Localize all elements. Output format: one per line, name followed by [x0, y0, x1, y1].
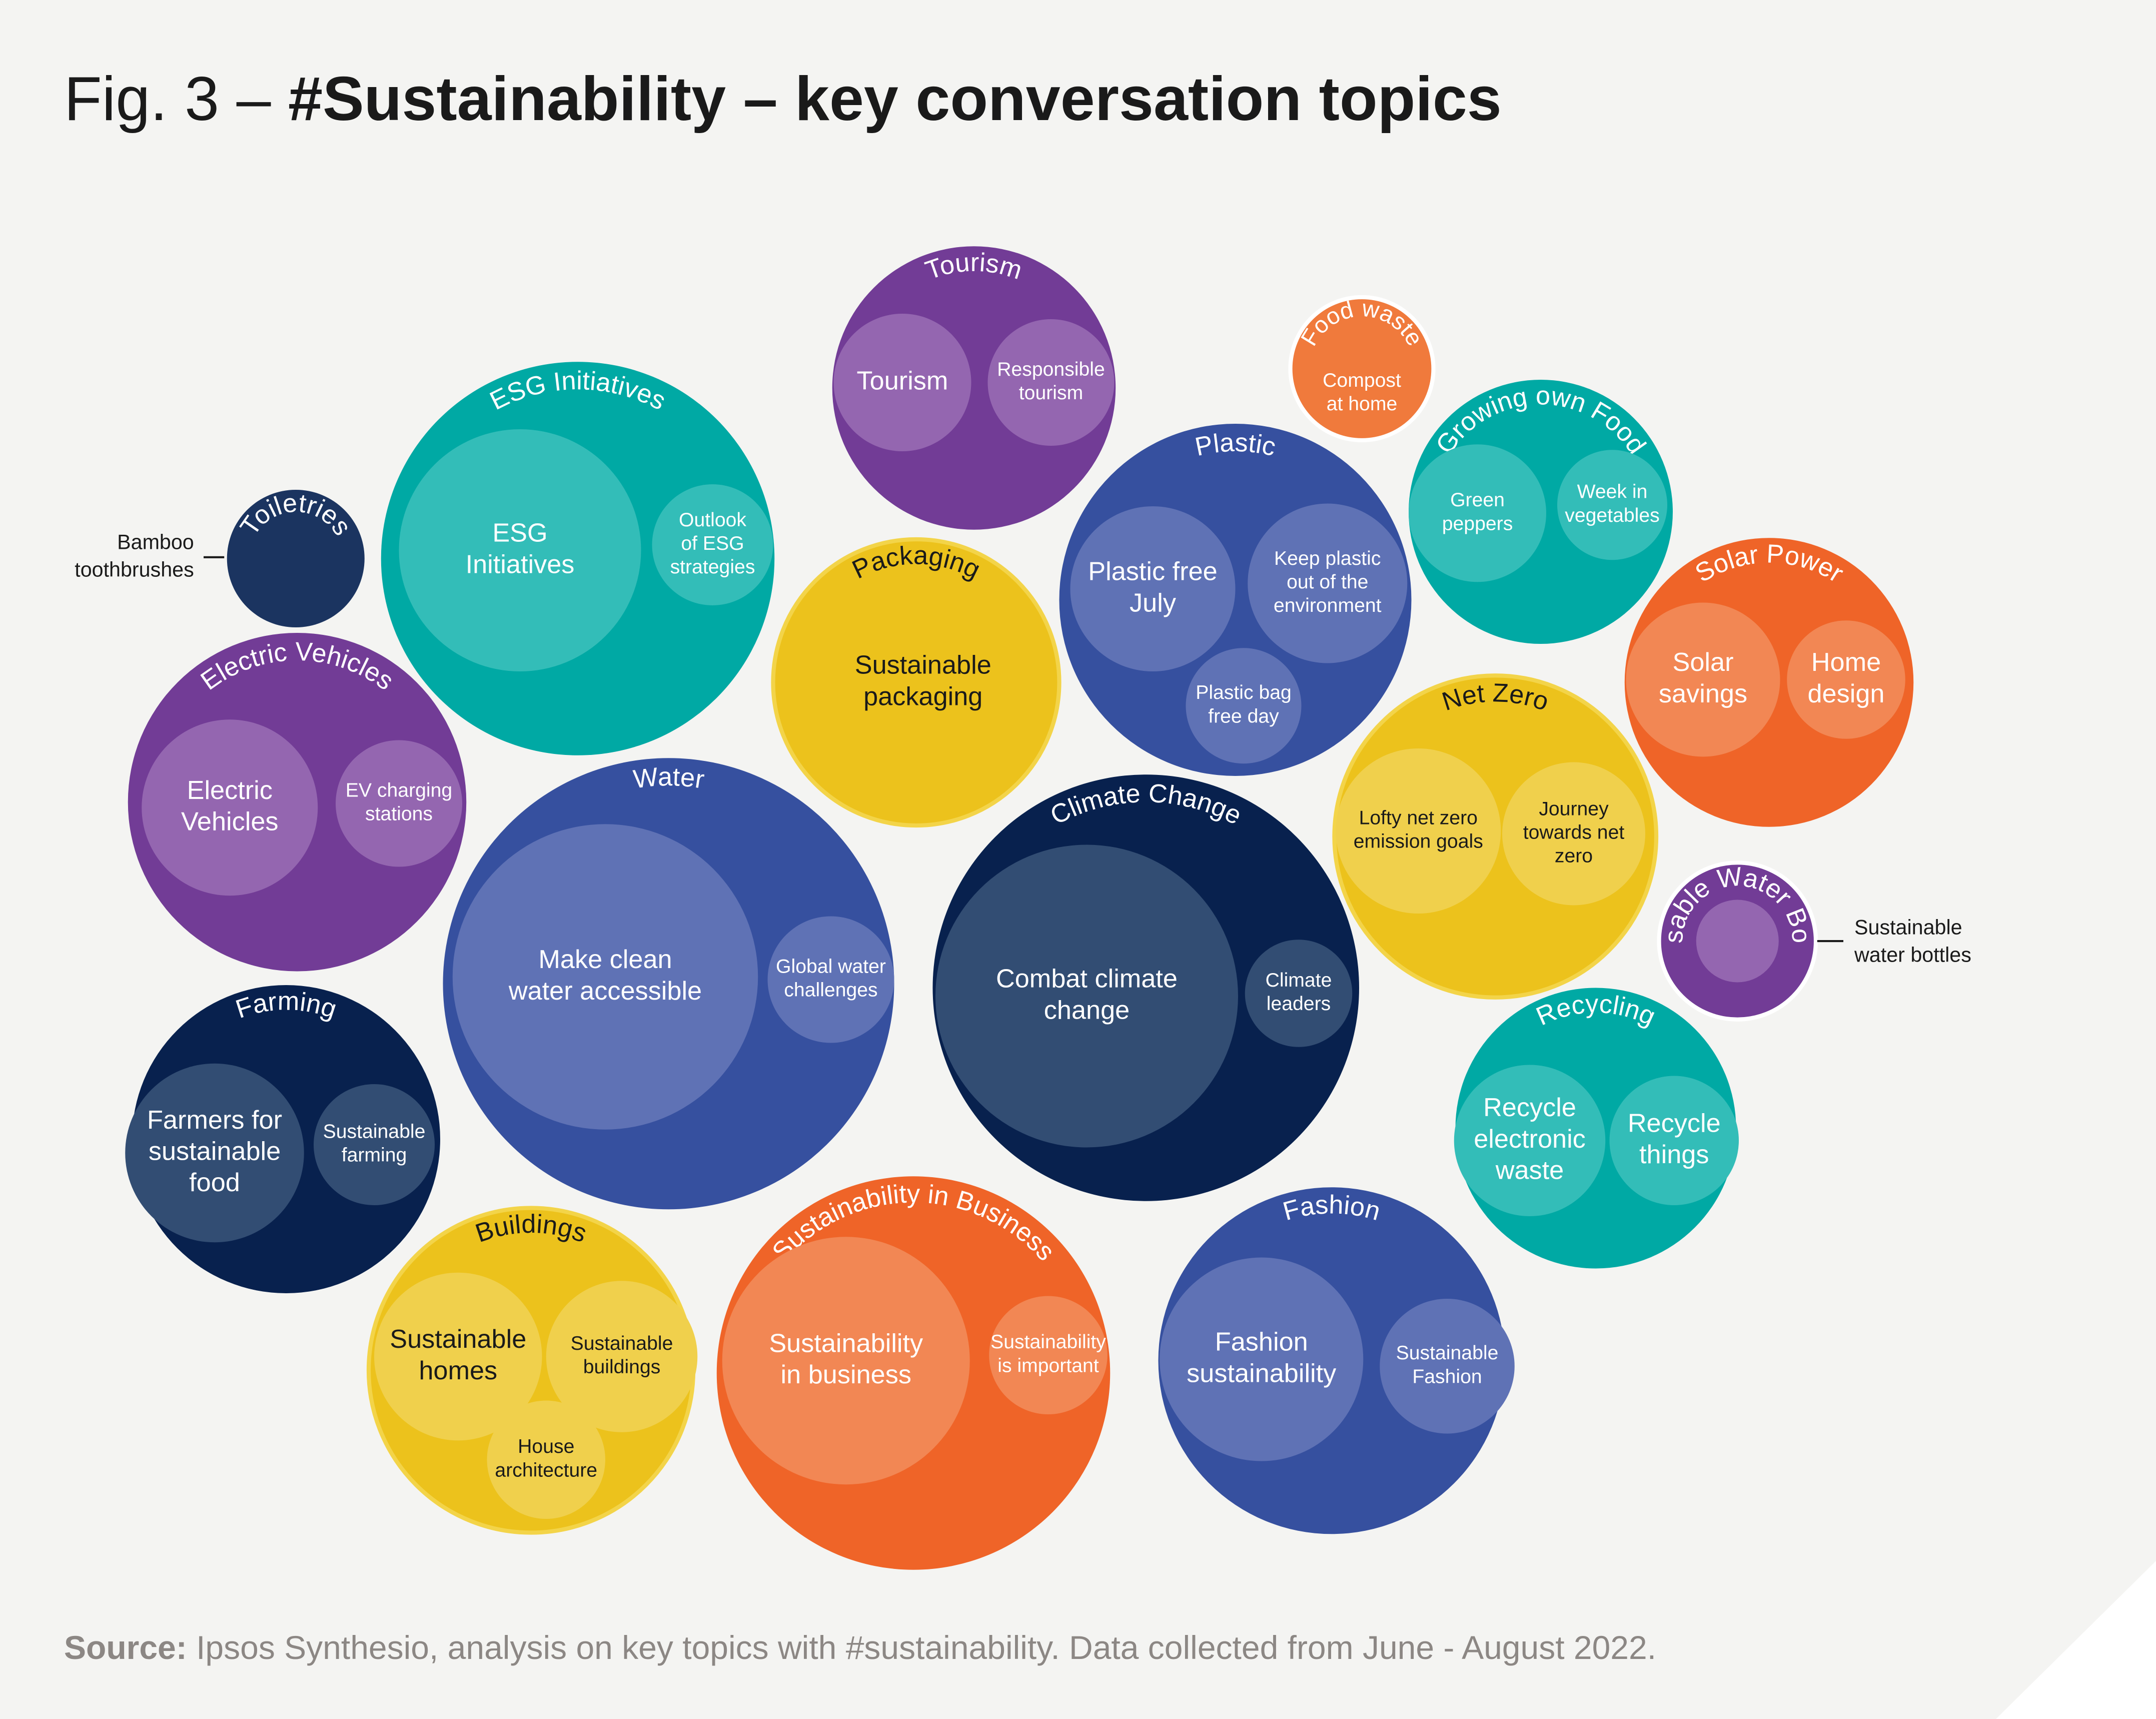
figure-title: Fig. 3 – #Sustainability – key conversat…	[64, 65, 1502, 134]
plastic-subtopic-bubble	[1070, 506, 1236, 671]
growing-own-food-subtopic-bubble	[1409, 444, 1546, 582]
fashion-subtopic-bubble	[1380, 1299, 1515, 1434]
source-text: Ipsos Synthesio, analysis on key topics …	[187, 1629, 1656, 1666]
recycling-subtopic-label: Recycle things	[1628, 1109, 1721, 1169]
recycling-subtopic-label: Recycle electronic waste	[1474, 1093, 1586, 1185]
water-subtopic-bubble	[767, 916, 894, 1043]
farming-subtopic-bubble	[125, 1063, 304, 1243]
water-subtopic-bubble	[452, 824, 758, 1130]
esg-initiatives-subtopic-bubble	[652, 484, 773, 605]
climate-change-subtopic-bubble	[1245, 940, 1353, 1047]
farming-subtopic-label: Sustainable farming	[323, 1121, 426, 1166]
tourism-subtopic-label: Tourism	[857, 366, 948, 395]
solar-power-subtopic-label: Solar savings	[1659, 648, 1747, 708]
packaging-subtopic-label: Sustainable packaging	[855, 650, 991, 711]
toiletries-bubble	[227, 490, 365, 627]
plastic-subtopic-bubble	[1186, 648, 1302, 764]
esg-initiatives-subtopic-label: ESG Initiatives	[466, 518, 575, 579]
plastic-topic-label: Plastic	[1193, 428, 1278, 462]
toiletries-callout-text: Bamboo toothbrushes	[75, 530, 194, 581]
growing-own-food-subtopic-label: Green peppers	[1442, 490, 1513, 535]
buildings-subtopic-bubble	[546, 1281, 698, 1432]
esg-initiatives-subtopic-label: Outlook of ESG strategies	[670, 509, 755, 578]
food-waste-bubble	[1288, 295, 1436, 443]
net-zero-subtopic-label: Journey towards net zero	[1523, 798, 1625, 867]
figure-title-main: #Sustainability – key conversation topic…	[288, 65, 1502, 134]
fashion-subtopic-label: Sustainable Fashion	[1396, 1343, 1499, 1388]
fashion-subtopic-label: Fashion sustainability	[1187, 1327, 1337, 1388]
topic-plastic[interactable]: Plastic Plastic free July Keep plastic out o…	[1059, 424, 1412, 776]
buildings-subtopic-label: House architecture	[495, 1436, 597, 1481]
source-label: Source:	[64, 1629, 187, 1666]
buildings-subtopic-bubble	[374, 1272, 542, 1441]
farming-subtopic-label: Farmers for sustainable food	[147, 1106, 282, 1197]
tourism-subtopic-bubble	[987, 319, 1115, 446]
net-zero-subtopic-label: Lofty net zero emission goals	[1354, 807, 1483, 852]
fashion-subtopic-bubble	[1160, 1257, 1364, 1461]
solar-power-subtopic-bubble	[1787, 620, 1905, 739]
climate-change-subtopic-label: Climate leaders	[1266, 970, 1332, 1015]
sustainability-in-business-subtopic-label: Sustainability in business	[769, 1329, 923, 1389]
sustainability-in-business-subtopic-label: Sustainability is important	[990, 1332, 1106, 1377]
buildings-subtopic-bubble	[487, 1400, 605, 1519]
electric-vehicles-subtopic-bubble	[336, 740, 462, 867]
buildings-subtopic-label: Sustainable buildings	[571, 1333, 673, 1378]
tourism-subtopic-bubble	[833, 314, 971, 451]
plastic-subtopic-label: Plastic bag free day	[1196, 682, 1292, 727]
plastic-subtopic-label: Keep plastic out of the environment	[1274, 548, 1382, 616]
electric-vehicles-subtopic-label: Electric Vehicles	[181, 776, 279, 836]
climate-change-subtopic-bubble	[935, 844, 1238, 1148]
topic-sustainability-in-business[interactable]: Sustainability in BusinessSustainability…	[716, 1176, 1111, 1570]
electric-vehicles-subtopic-label: EV charging stations	[346, 780, 452, 825]
solar-power-subtopic-bubble	[1626, 602, 1780, 757]
plastic-subtopic-bubble	[1248, 503, 1408, 663]
figure-title-prefix: Fig. 3 –	[64, 65, 288, 134]
buildings-subtopic-label: Sustainable homes	[390, 1325, 526, 1385]
packaging-bubble	[771, 537, 1061, 828]
water-topic-label: Water	[632, 762, 706, 794]
reusable-water-bottles-callout-text: Sustainable water bottles	[1854, 916, 1971, 966]
growing-own-food-subtopic-label: Week in vegetables	[1565, 481, 1659, 526]
corner-fold	[1996, 1561, 2156, 1719]
sustainability-in-business-subtopic-bubble	[989, 1296, 1108, 1414]
farming-subtopic-bubble	[314, 1084, 435, 1205]
sustainability-in-business-subtopic-bubble	[722, 1237, 970, 1485]
plastic-subtopic-label: Plastic free July	[1088, 557, 1217, 617]
electric-vehicles-subtopic-bubble	[142, 719, 318, 896]
food-waste-subtopic-label: Compost at home	[1323, 370, 1401, 415]
reusable-water-bottles-inner-bubble	[1696, 900, 1779, 983]
recycling-subtopic-bubble	[1609, 1076, 1739, 1205]
tourism-subtopic-label: Responsible tourism	[997, 359, 1105, 404]
recycling-subtopic-bubble	[1454, 1065, 1606, 1216]
solar-power-subtopic-label: Home design	[1808, 648, 1885, 708]
net-zero-subtopic-bubble	[1502, 762, 1645, 906]
topic-water[interactable]: Water Make clean water accessible Global wa…	[443, 758, 894, 1210]
water-subtopic-label: Global water challenges	[776, 956, 886, 1001]
climate-change-subtopic-label: Combat climate change	[996, 964, 1178, 1025]
growing-own-food-subtopic-bubble	[1557, 450, 1667, 560]
water-subtopic-label: Make clean water accessible	[508, 945, 702, 1006]
esg-initiatives-subtopic-bubble	[399, 429, 641, 671]
net-zero-subtopic-bubble	[1336, 748, 1501, 914]
source-note: Source: Ipsos Synthesio, analysis on key…	[64, 1629, 1656, 1666]
